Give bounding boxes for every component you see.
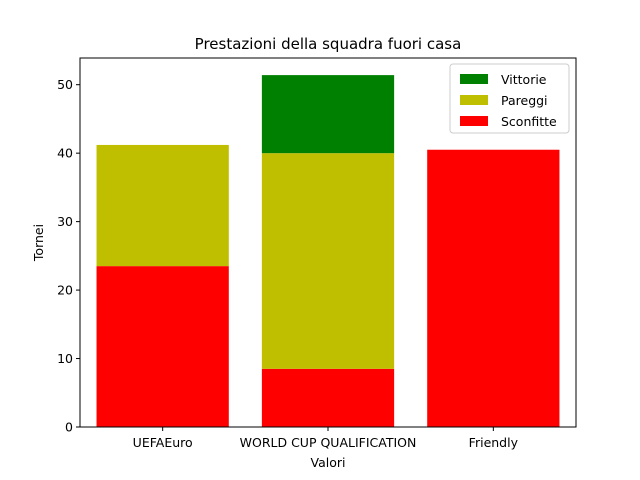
bar-sconfitte-0 xyxy=(96,266,229,427)
x-tick-label: Friendly xyxy=(469,435,519,450)
chart-title: Prestazioni della squadra fuori casa xyxy=(195,35,462,53)
legend-label-vittorie: Vittorie xyxy=(501,72,547,87)
bar-pareggi-1 xyxy=(261,153,395,369)
bar-sconfitte-2 xyxy=(427,149,560,427)
bar-pareggi-0 xyxy=(96,144,229,267)
bar-sconfitte-1 xyxy=(261,368,395,427)
legend-label-sconfitte: Sconfitte xyxy=(501,114,557,129)
y-tick-label: 20 xyxy=(57,283,73,298)
x-axis-label: Valori xyxy=(311,455,346,470)
y-tick-label: 10 xyxy=(57,351,73,366)
legend-swatch-vittorie xyxy=(460,74,488,84)
y-tick-label: 30 xyxy=(57,214,73,229)
y-tick-label: 0 xyxy=(65,420,73,435)
y-axis-label: Tornei xyxy=(31,224,46,262)
x-tick-label: UEFAEuro xyxy=(133,435,193,450)
legend-label-pareggi: Pareggi xyxy=(501,93,548,108)
legend: Vittorie Pareggi Sconfitte xyxy=(449,63,570,134)
x-tick-label: WORLD CUP QUALIFICATION xyxy=(240,435,417,450)
bar-vittorie-1 xyxy=(261,75,395,154)
y-tick-label: 40 xyxy=(57,146,73,161)
y-tick-label: 50 xyxy=(57,77,73,92)
legend-swatch-pareggi xyxy=(460,95,488,105)
legend-swatch-sconfitte xyxy=(460,116,488,126)
